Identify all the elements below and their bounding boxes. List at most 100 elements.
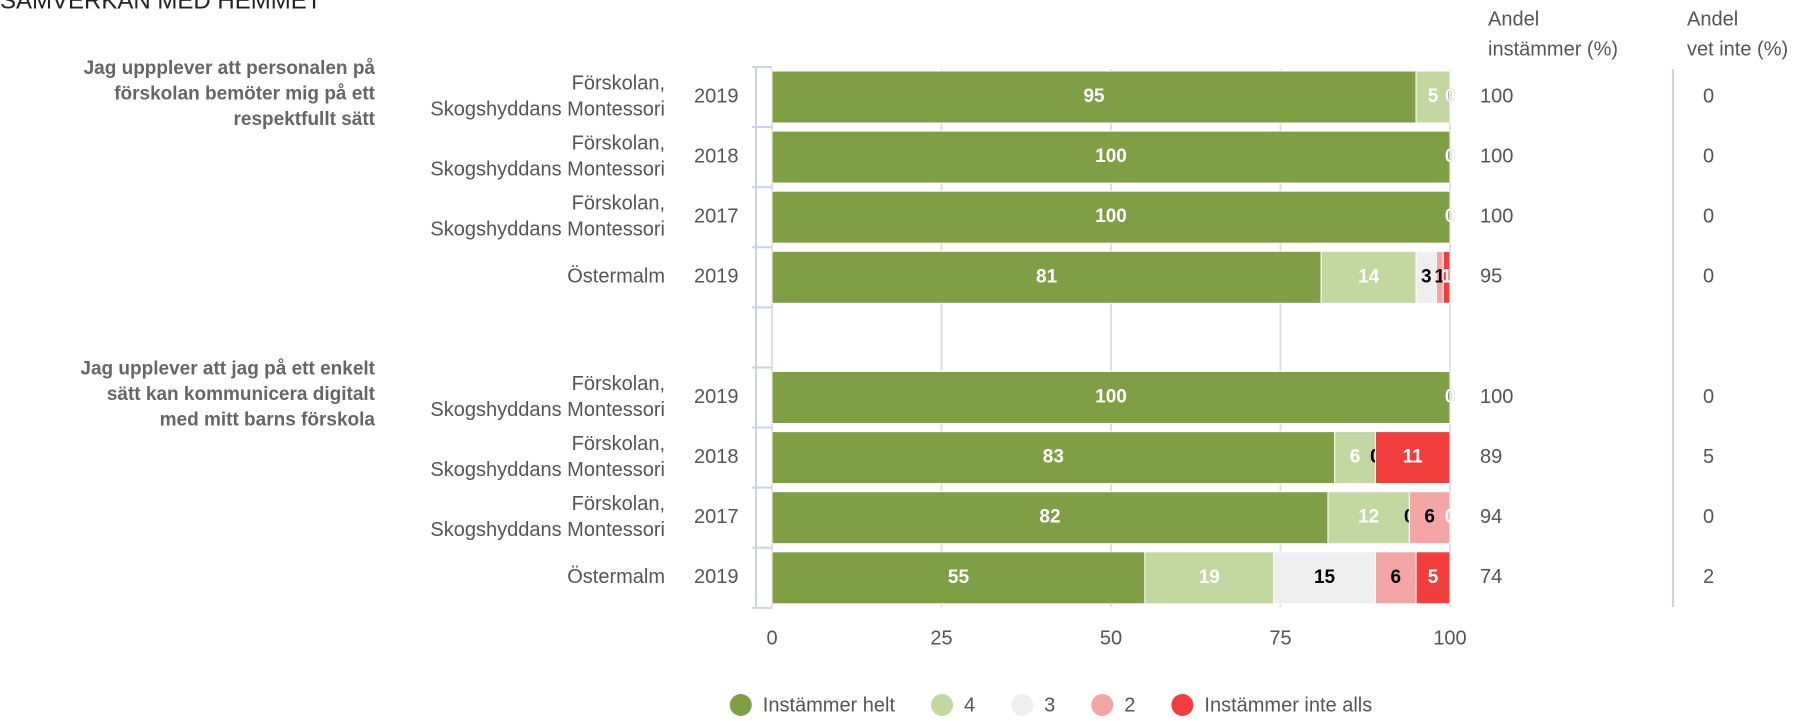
category-label: Skogshyddans Montessori (430, 459, 665, 481)
data-label: 0 (1445, 206, 1456, 227)
data-label: 6 (1424, 507, 1435, 528)
year-label: 2017 (694, 205, 739, 227)
bar-segment (1415, 70, 1451, 124)
category-label: Förskolan, (572, 192, 665, 214)
column-value: 95 (1480, 266, 1502, 288)
year-label: 2018 (694, 145, 739, 167)
data-label: 100 (1095, 387, 1127, 408)
data-label: 0 (1445, 86, 1456, 107)
column-value: 2 (1703, 566, 1714, 588)
category-label: Östermalm (567, 566, 665, 588)
legend-marker (1091, 694, 1114, 716)
column-value: 5 (1703, 446, 1714, 468)
x-tick-label: 75 (1269, 627, 1291, 649)
data-label: 0 (1445, 387, 1456, 408)
year-label: 2019 (694, 386, 739, 408)
year-label: 2019 (694, 566, 739, 588)
question-label: Jag uppplever att personalen på (84, 58, 376, 79)
category-label: Skogshyddans Montessori (430, 399, 665, 421)
bar-segment (1273, 551, 1376, 605)
question-label: sätt kan kommunicera digitalt (107, 384, 376, 405)
category-label: Förskolan, (572, 132, 665, 154)
data-label: 81 (1036, 266, 1058, 287)
data-label: 15 (1314, 567, 1336, 588)
legend-marker (931, 694, 954, 716)
data-label: 82 (1039, 507, 1060, 528)
year-label: 2019 (694, 266, 739, 288)
data-label: 5 (1428, 567, 1439, 588)
bar-segment (771, 190, 1451, 244)
data-label: 0 (1445, 146, 1456, 167)
legend-label: 3 (1044, 694, 1055, 716)
x-tick-label: 100 (1433, 627, 1466, 649)
column-header: Andel (1687, 8, 1738, 30)
bar-segment (771, 371, 1451, 424)
data-label: 6 (1350, 447, 1361, 468)
data-label: 95 (1083, 86, 1105, 107)
bar-segment (771, 250, 1322, 304)
category-label: Skogshyddans Montessori (430, 98, 665, 120)
question-label: respektfullt sätt (234, 109, 376, 130)
data-label: 1 (1435, 266, 1446, 287)
question-label: förskolan bemöter mig på ett (114, 84, 375, 105)
category-label: Förskolan, (572, 72, 665, 94)
category-label: Skogshyddans Montessori (430, 218, 665, 240)
data-label: 6 (1390, 567, 1401, 588)
data-label: 0 (1445, 206, 1456, 227)
legend: Instämmer helt 4 3 2 Instämmer inte alls (729, 694, 1372, 716)
data-label: 19 (1199, 567, 1220, 588)
data-label: 0 (1445, 387, 1456, 408)
data-label: 3 (1421, 266, 1432, 287)
category-label: Östermalm (567, 266, 665, 288)
data-label: 0 (1445, 146, 1456, 167)
chart-title: SAMVERKAN MED HEMMET (0, 0, 322, 14)
year-label: 2019 (694, 85, 739, 107)
bar-segment (1374, 551, 1417, 605)
bar-segment (1374, 431, 1451, 485)
bar-segment (1408, 491, 1451, 545)
bar-segment (771, 431, 1336, 485)
question-label: Jag upplever att jag på ett enkelt (80, 359, 375, 380)
data-label: 83 (1043, 447, 1064, 468)
column-value: 0 (1703, 85, 1714, 107)
category-label: Skogshyddans Montessori (430, 519, 665, 541)
bar-segment (771, 130, 1451, 184)
data-label: 0 (1445, 86, 1456, 107)
category-label: Förskolan, (572, 493, 665, 515)
bar-segment (1415, 551, 1451, 605)
bar-segment (1442, 250, 1451, 304)
data-label: 5 (1428, 86, 1439, 107)
legend-label: 2 (1124, 694, 1135, 716)
data-label: 0 (1445, 86, 1456, 107)
data-label: 12 (1358, 507, 1379, 528)
data-label: 55 (948, 567, 970, 588)
year-label: 2018 (694, 446, 739, 468)
bar-segment (1327, 491, 1410, 545)
column-value: 0 (1703, 506, 1714, 528)
bar-segment (1334, 431, 1376, 485)
legend-label: Instämmer helt (763, 694, 896, 716)
legend-label: 4 (964, 694, 975, 716)
legend-marker (1171, 694, 1194, 716)
data-label: 1 (1441, 266, 1452, 287)
column-value: 0 (1703, 205, 1714, 227)
data-label: 100 (1095, 146, 1127, 167)
bar-segment (771, 491, 1329, 545)
column-value: 89 (1480, 446, 1502, 468)
data-label: 0 (1445, 507, 1456, 528)
category-label: Förskolan, (572, 433, 665, 455)
bar-segment (771, 551, 1146, 605)
legend-label: Instämmer inte alls (1204, 694, 1372, 716)
column-header: Andel (1488, 8, 1539, 30)
legend-marker (1011, 694, 1034, 716)
x-tick-label: 25 (930, 627, 952, 649)
data-label: 0 (1445, 387, 1456, 408)
x-tick-label: 0 (766, 627, 777, 649)
data-label: 11 (1403, 447, 1424, 468)
column-value: 0 (1703, 266, 1714, 288)
column-value: 94 (1480, 506, 1502, 528)
data-label: 0 (1445, 146, 1456, 167)
question-label: med mitt barns förskola (160, 410, 376, 431)
column-value: 100 (1480, 145, 1513, 167)
